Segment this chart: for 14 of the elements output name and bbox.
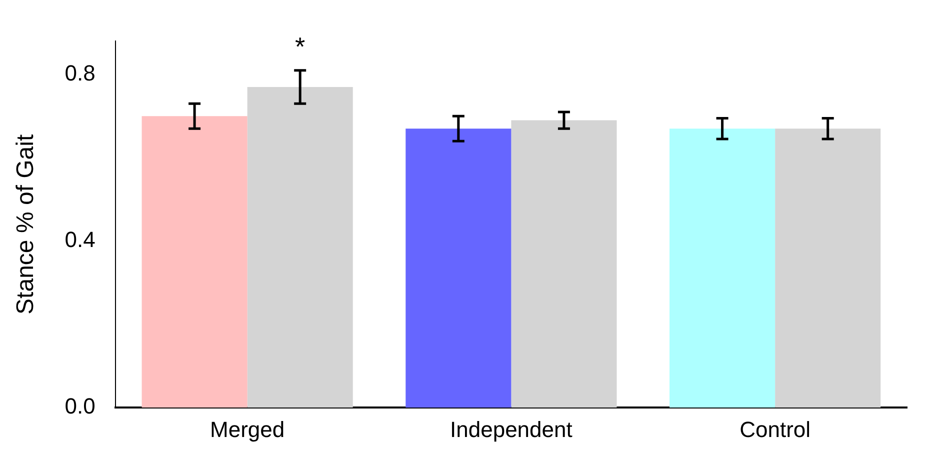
x-tick-label: Control bbox=[740, 416, 811, 442]
x-tick-label: Merged bbox=[210, 416, 285, 442]
annotation: * bbox=[295, 32, 306, 62]
bar bbox=[247, 87, 353, 408]
bar bbox=[406, 128, 512, 408]
y-tick-label: 0.0 bbox=[64, 394, 96, 419]
bar bbox=[775, 128, 881, 408]
y-tick-label: 0.4 bbox=[64, 227, 96, 252]
bar bbox=[142, 116, 248, 408]
y-tick-label: 0.8 bbox=[64, 60, 96, 86]
x-tick-label: Independent bbox=[450, 416, 572, 442]
bar bbox=[511, 120, 617, 408]
y-axis-title: Stance % of Gait bbox=[12, 134, 40, 314]
bar bbox=[670, 128, 776, 408]
